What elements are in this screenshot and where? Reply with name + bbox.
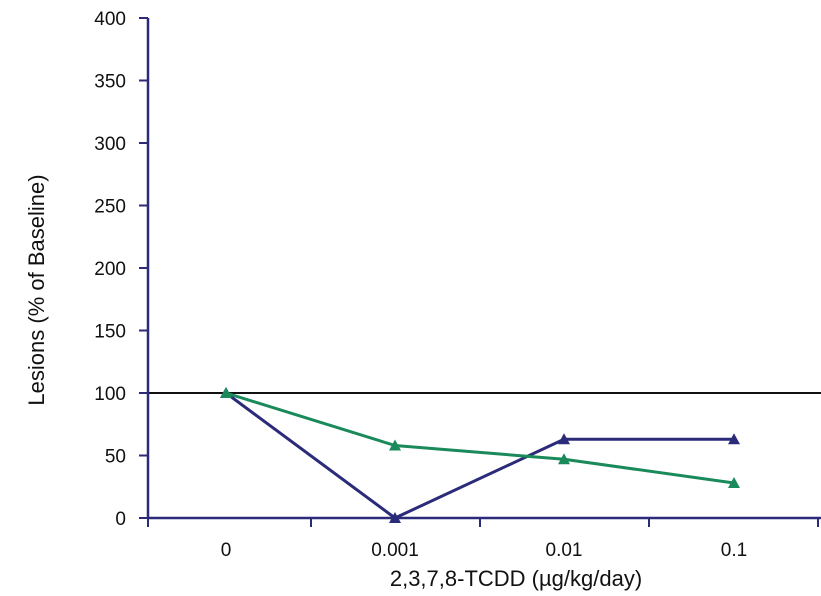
series-line <box>225 391 735 485</box>
series-1 <box>220 387 740 523</box>
y-tick-labels: 0 50 100 150 200 250 300 350 400 <box>94 9 126 530</box>
y-tick-label: 100 <box>94 384 126 405</box>
series-line <box>225 391 734 520</box>
data-point-marker <box>558 433 570 445</box>
y-tick-label: 0 <box>115 509 126 530</box>
y-tick-label: 250 <box>94 197 126 218</box>
data-point-marker <box>389 439 401 451</box>
x-axis-title: 2,3,7,8-TCDD (µg/kg/day) <box>390 566 642 591</box>
series-layer <box>220 387 740 523</box>
y-tick-label: 200 <box>94 259 126 280</box>
y-tick-label: 50 <box>105 447 126 468</box>
series-2 <box>220 387 740 488</box>
data-point-marker <box>728 433 740 445</box>
y-tick-label: 300 <box>94 134 126 155</box>
data-point-marker <box>728 477 740 488</box>
x-tick-labels: 0 0.001 0.01 0.1 <box>221 540 748 561</box>
y-tick-label: 350 <box>94 72 126 93</box>
x-axis-ticks <box>147 518 819 527</box>
x-tick-label: 0.01 <box>546 540 583 561</box>
y-axis-ticks <box>139 17 148 519</box>
data-point-marker <box>558 453 570 465</box>
y-axis-title: Lesions (% of Baseline) <box>24 174 49 405</box>
x-tick-label: 0 <box>221 540 232 561</box>
y-tick-label: 150 <box>94 322 126 343</box>
x-tick-label: 0.001 <box>371 540 419 561</box>
x-tick-label: 0.1 <box>721 540 747 561</box>
data-point-marker <box>220 387 232 398</box>
y-tick-label: 400 <box>94 9 126 30</box>
